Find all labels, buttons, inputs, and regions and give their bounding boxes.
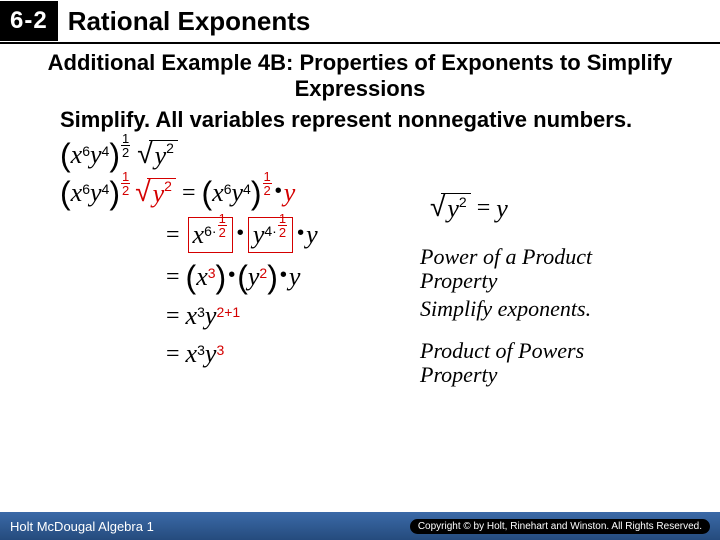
footer-copyright: Copyright © by Holt, Rinehart and Winsto… bbox=[410, 519, 710, 534]
instruction-text: Simplify. All variables represent nonneg… bbox=[0, 107, 720, 133]
aside-sqrt-identity: √ y2 = y bbox=[430, 193, 508, 224]
example-subtitle: Additional Example 4B: Properties of Exp… bbox=[0, 50, 720, 103]
footer-textbook: Holt McDougal Algebra 1 bbox=[10, 519, 154, 534]
math-content: ( x6 y4 ) 12 √ y2 ( x6 y4 ) 12 √ y2 = ( … bbox=[0, 139, 720, 369]
explain-simplify-exponents: Simplify exponents. bbox=[420, 297, 591, 321]
header-title: Rational Exponents bbox=[68, 6, 311, 37]
slide-header: 6-2 Rational Exponents bbox=[0, 0, 720, 44]
slide-footer: Holt McDougal Algebra 1 Copyright © by H… bbox=[0, 512, 720, 540]
problem-expression: ( x6 y4 ) 12 √ y2 bbox=[60, 139, 680, 171]
explain-power-of-product: Power of a Product Property bbox=[420, 245, 592, 293]
explain-product-of-powers: Product of Powers Property bbox=[420, 339, 584, 387]
section-badge: 6-2 bbox=[0, 1, 58, 41]
step-1: ( x6 y4 ) 12 √ y2 = ( x6 y4 ) 12 • y bbox=[60, 177, 680, 209]
